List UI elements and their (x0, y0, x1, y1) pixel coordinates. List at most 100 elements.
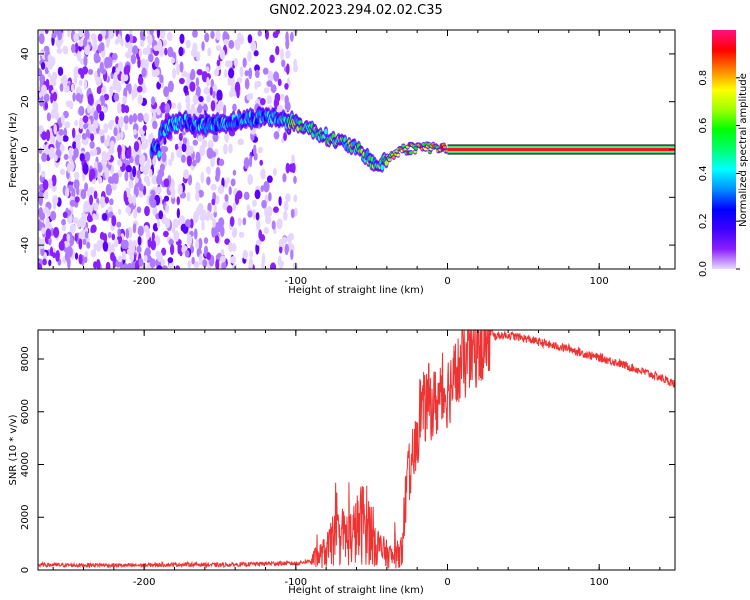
noise-blob (232, 103, 237, 112)
noise-blob (156, 219, 161, 229)
noise-blob (59, 168, 66, 176)
noise-blob (248, 257, 254, 269)
y-tick-label: 20 (20, 95, 31, 108)
noise-blob (86, 128, 90, 138)
noise-blob (122, 95, 127, 105)
noise-blob (204, 32, 210, 43)
noise-blob (161, 151, 167, 163)
noise-blob (70, 161, 75, 172)
noise-blob (98, 176, 103, 184)
noise-blob (210, 183, 217, 191)
noise-blob (284, 101, 291, 112)
noise-blob (229, 76, 236, 87)
noise-blob (101, 85, 107, 95)
noise-blob (290, 208, 295, 219)
noise-blob (269, 54, 275, 64)
noise-blob (74, 252, 79, 260)
noise-blob (236, 77, 243, 84)
noise-blob (52, 252, 56, 259)
noise-blob (122, 262, 129, 269)
x-tick-label: 100 (590, 577, 609, 588)
noise-blob (293, 175, 297, 184)
noise-blob (38, 33, 45, 45)
noise-blob (169, 243, 175, 256)
noise-blob (98, 243, 102, 251)
noise-blob (266, 80, 273, 87)
noise-blob (58, 129, 65, 136)
signal-core (387, 158, 392, 161)
noise-blob (271, 220, 276, 230)
noise-blob (138, 48, 142, 58)
noise-blob (134, 184, 138, 194)
noise-blob (84, 151, 91, 162)
noise-blob (228, 241, 233, 253)
noise-blob (60, 114, 65, 125)
noise-blob (125, 165, 132, 173)
noise-blob (195, 238, 200, 250)
noise-blob (293, 207, 298, 217)
noise-blob (229, 216, 235, 227)
noise-blob (273, 130, 280, 140)
noise-blob (137, 76, 144, 85)
noise-blob (84, 30, 90, 40)
noise-blob (266, 94, 272, 105)
noise-blob (196, 69, 203, 76)
noise-blob (274, 92, 281, 103)
noise-blob (125, 206, 132, 214)
noise-blob (115, 115, 120, 125)
noise-blob (107, 232, 112, 239)
noise-blob (97, 162, 103, 173)
y-tick-label: 8000 (20, 346, 31, 371)
noise-blob (139, 164, 145, 173)
noise-blob (41, 131, 47, 141)
noise-blob (92, 124, 96, 134)
colorbar-ticks: 0.0 0.2 0.4 0.6 0.8 (698, 70, 740, 277)
noise-blob (63, 240, 70, 248)
noise-blob (61, 218, 66, 226)
noise-blob (128, 114, 134, 125)
noise-blob (88, 186, 95, 195)
noise-blob (210, 30, 215, 39)
noise-blob (282, 173, 287, 183)
noise-blob (167, 257, 174, 264)
noise-blob (40, 170, 46, 178)
noise-blob (51, 183, 57, 193)
noise-blob (286, 63, 290, 75)
noise-blob (132, 113, 138, 123)
noise-blob (90, 227, 95, 234)
noise-blob (39, 99, 45, 107)
noise-blob (187, 260, 192, 269)
noise-blob (215, 30, 221, 41)
noise-blob (253, 144, 257, 157)
noise-blob (193, 228, 198, 240)
noise-blob (260, 98, 266, 106)
noise-blob (86, 241, 91, 249)
noise-blob (215, 103, 221, 113)
noise-blob (53, 226, 60, 239)
noise-blob (78, 117, 83, 130)
noise-blob (195, 86, 201, 96)
noise-blob (78, 238, 83, 250)
noise-blob (62, 211, 68, 219)
noise-blob (261, 252, 266, 265)
noise-blob (228, 186, 232, 196)
noise-blob (47, 71, 51, 78)
spectrogram-y-ticks: -40 -20 0 20 40 (20, 48, 675, 253)
noise-blob (172, 68, 177, 79)
noise-blob (101, 68, 107, 75)
noise-blob (90, 249, 97, 258)
noise-blob (93, 190, 98, 200)
noise-blob (43, 93, 50, 103)
noise-blob (207, 47, 212, 57)
noise-blob (254, 69, 260, 79)
noise-blob (113, 127, 118, 137)
noise-blob (83, 37, 88, 48)
noise-blob (262, 67, 269, 75)
noise-blob (257, 30, 262, 37)
noise-blob (117, 255, 123, 263)
noise-blob (136, 245, 142, 254)
noise-blob (215, 173, 220, 182)
noise-blob (110, 252, 115, 262)
noise-blob (198, 95, 204, 103)
